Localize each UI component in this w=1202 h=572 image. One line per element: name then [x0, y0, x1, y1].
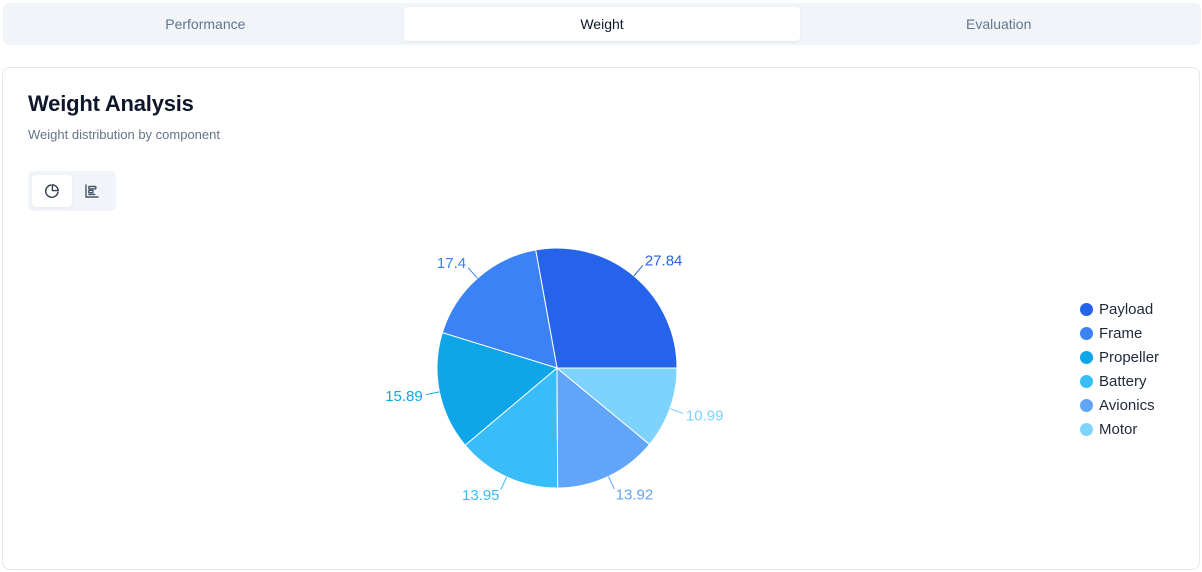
pie-slice-battery[interactable]: [464, 366, 559, 489]
pie-slice-avionics[interactable]: [556, 366, 651, 489]
pie-view-button[interactable]: [32, 175, 72, 207]
weight-analysis-card: Weight Analysis Weight distribution by c…: [2, 67, 1200, 570]
legend-swatch: [1080, 302, 1093, 316]
label-leader-payload: [633, 264, 644, 277]
label-leader-propeller: [425, 391, 440, 396]
chart-legend: Payload Frame Propeller Battery Avionics…: [1080, 297, 1198, 441]
legend-item-propeller: Propeller: [1080, 345, 1198, 369]
card-subtitle: Weight distribution by component: [28, 127, 220, 142]
legend-swatch: [1080, 422, 1093, 436]
legend-item-payload: Payload: [1080, 297, 1198, 321]
legend-item-motor: Motor: [1080, 417, 1198, 441]
legend-label: Propeller: [1099, 348, 1160, 366]
legend-label: Avionics: [1099, 396, 1155, 414]
bar-view-button[interactable]: [72, 175, 112, 207]
legend-swatch: [1080, 398, 1093, 412]
data-label-propeller: 15.89: [385, 388, 423, 405]
legend-label: Battery: [1099, 372, 1147, 390]
legend-label: Payload: [1099, 300, 1154, 318]
tab-bar: Performance Weight Evaluation: [3, 3, 1201, 45]
label-leader-avionics: [607, 476, 615, 490]
data-label-frame: 17.4: [437, 255, 466, 272]
legend-item-battery: Battery: [1080, 369, 1198, 393]
label-leader-battery: [500, 476, 508, 490]
data-label-battery: 13.95: [462, 487, 500, 504]
data-label-payload: 27.84: [645, 253, 683, 270]
data-label-motor: 10.99: [686, 407, 724, 424]
legend-swatch: [1080, 374, 1093, 388]
label-leader-frame: [467, 267, 478, 279]
card-title: Weight Analysis: [28, 91, 194, 116]
bar-chart-icon: [85, 184, 99, 198]
legend-item-avionics: Avionics: [1080, 393, 1198, 417]
pie-slice-payload[interactable]: [535, 247, 678, 369]
tab-weight[interactable]: Weight: [403, 7, 801, 41]
pie-chart: 27.84 17.4 15.89 13.95 13.92 10.99: [385, 247, 724, 504]
chart-view-toggle: [28, 171, 116, 211]
pie-slice-motor[interactable]: [555, 367, 678, 446]
tab-evaluation[interactable]: Evaluation: [965, 16, 1032, 32]
pie-slice-propeller[interactable]: [436, 332, 559, 446]
data-label-avionics: 13.92: [616, 486, 654, 503]
legend-item-frame: Frame: [1080, 321, 1198, 345]
legend-swatch: [1080, 326, 1093, 340]
legend-label: Motor: [1099, 420, 1138, 438]
label-leader-motor: [669, 408, 684, 414]
legend-label: Frame: [1099, 324, 1143, 342]
pie-slice-frame[interactable]: [441, 249, 558, 369]
legend-swatch: [1080, 350, 1093, 364]
pie-chart-icon: [45, 184, 59, 198]
tab-performance[interactable]: Performance: [165, 16, 246, 32]
